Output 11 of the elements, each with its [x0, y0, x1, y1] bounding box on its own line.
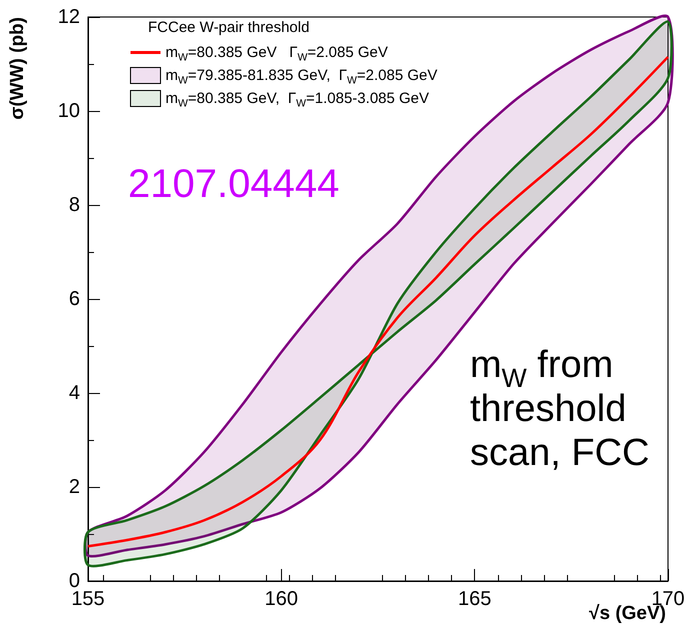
y-tick-label: 10 [58, 100, 80, 122]
y-axis-title: σ(WW) (pb) [7, 17, 28, 120]
annotation: 2107.04444 [128, 162, 340, 206]
legend-title: FCCee W-pair threshold [148, 19, 310, 36]
y-tick-label: 2 [68, 476, 80, 498]
y-tick-label: 12 [58, 6, 80, 28]
x-tick-label: 165 [458, 588, 492, 610]
y-tick-label: 4 [68, 382, 80, 404]
y-tick-label: 8 [68, 194, 80, 216]
x-tick-label: 160 [264, 588, 298, 610]
y-tick-label: 6 [68, 288, 80, 310]
